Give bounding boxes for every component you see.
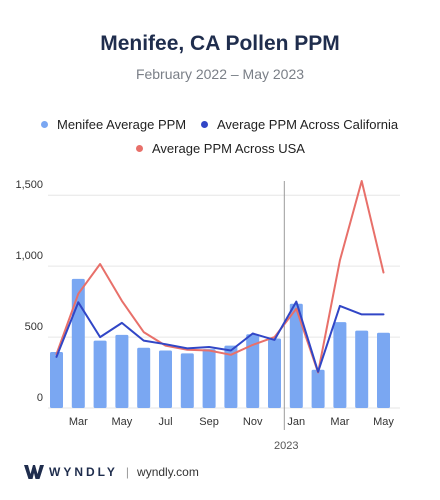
usa-line bbox=[55, 180, 385, 374]
x-tick-label: Mar bbox=[330, 416, 349, 428]
footer: WYNDLY | wyndly.com bbox=[24, 461, 199, 483]
chart-title: Menifee, CA Pollen PPM bbox=[100, 32, 340, 55]
chart-subtitle: February 2022 – May 2023 bbox=[135, 66, 305, 82]
legend-item-california: Average PPM Across California bbox=[201, 117, 398, 132]
bar bbox=[377, 332, 390, 408]
y-tick-label: 1,500 bbox=[15, 179, 43, 191]
bar bbox=[224, 345, 238, 408]
x-tick-label: May bbox=[112, 416, 133, 428]
legend-label-usa: Average PPM Across USA bbox=[152, 141, 305, 156]
bar bbox=[246, 334, 260, 408]
x-tick-label: Sep bbox=[199, 416, 219, 428]
bar bbox=[202, 349, 216, 408]
bar bbox=[115, 334, 129, 408]
legend-item-menifee: Menifee Average PPM bbox=[41, 117, 186, 132]
bar bbox=[268, 338, 281, 408]
bar bbox=[50, 351, 63, 408]
bar bbox=[311, 369, 325, 408]
legend-dot-icon bbox=[41, 121, 48, 129]
footer-brand: WYNDLY bbox=[49, 465, 118, 479]
x-tick-label: May bbox=[373, 416, 394, 428]
x-tick-label: Nov bbox=[243, 416, 263, 428]
legend-dot-icon bbox=[136, 145, 143, 153]
y-tick-label: 0 bbox=[37, 392, 43, 404]
y-tick-label: 1,000 bbox=[15, 250, 43, 262]
legend-item-usa: Average PPM Across USA bbox=[136, 141, 305, 156]
x-tick-label: Mar bbox=[69, 416, 88, 428]
x-tick-label: Jan bbox=[287, 416, 305, 428]
bar bbox=[71, 278, 85, 408]
bar bbox=[289, 303, 303, 408]
bar bbox=[93, 340, 107, 408]
pollen-chart: 0 500 1,000 1,500 2023 Mar May Jul Sep Nov Jan Mar M… bbox=[15, 179, 400, 452]
year-label: 2023 bbox=[274, 440, 298, 452]
bar bbox=[355, 330, 369, 408]
bar bbox=[137, 347, 151, 408]
california-line bbox=[55, 300, 385, 373]
legend-dot-icon bbox=[201, 121, 208, 129]
bar bbox=[333, 322, 347, 408]
footer-separator: | bbox=[125, 465, 130, 479]
x-tick-label: Jul bbox=[158, 416, 172, 428]
bar bbox=[180, 353, 194, 408]
footer-site-link[interactable]: wyndly.com bbox=[137, 465, 199, 479]
wyndly-logo-icon bbox=[24, 465, 44, 479]
bar bbox=[159, 350, 172, 408]
legend-label-california: Average PPM Across California bbox=[217, 117, 399, 132]
legend-label-menifee: Menifee Average PPM bbox=[57, 117, 187, 132]
y-tick-label: 500 bbox=[25, 321, 43, 333]
